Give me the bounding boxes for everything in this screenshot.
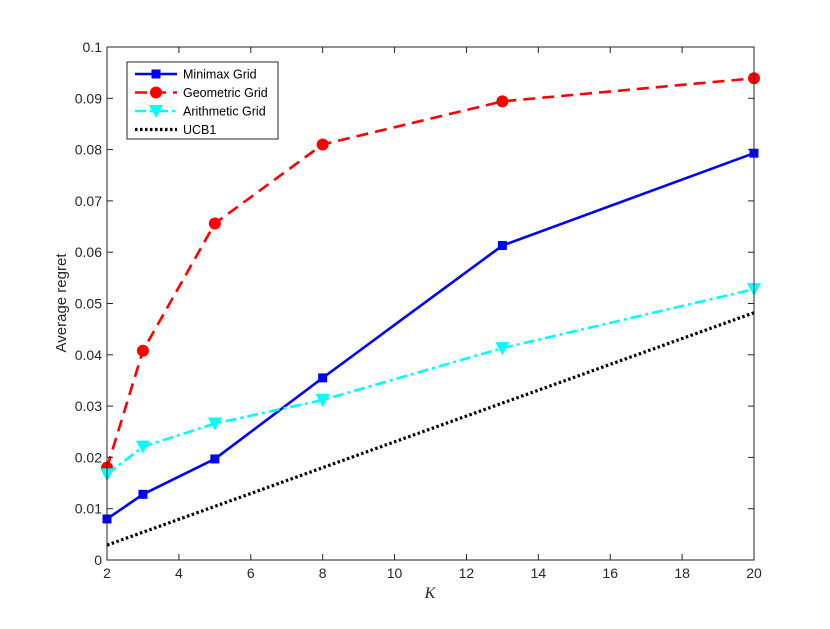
x-axis-label: K — [424, 585, 437, 602]
x-tick-label: 4 — [175, 565, 183, 581]
series-line — [106, 287, 755, 476]
ticks-layer: 2 4 6 8 10 12 14 16 18 20 0 0.01 0.02 0.03 0.04 0.05 0.0… — [75, 39, 762, 581]
y-tick-label: 0.01 — [75, 501, 102, 517]
x-tick-label: 12 — [459, 565, 475, 581]
y-axis-label: Average regret — [53, 253, 70, 353]
y-tick-label: 0 — [94, 552, 102, 568]
x-tick-label: 16 — [602, 565, 618, 581]
legend: Minimax Grid Geometric Grid Arithmetic Gri… — [126, 61, 279, 140]
data-point — [135, 440, 150, 454]
legend-item-1: Geometric Grid — [135, 86, 268, 100]
legend-marker — [150, 86, 162, 99]
series-1 — [101, 72, 760, 474]
legend-marker — [151, 69, 161, 79]
y-tick-label: 0.02 — [75, 449, 102, 465]
data-point — [136, 344, 149, 357]
legend-marker — [149, 105, 163, 118]
y-tick-label: 0.04 — [75, 347, 102, 363]
legend-label: Geometric Grid — [183, 86, 268, 100]
legend-label: Minimax Grid — [183, 68, 257, 82]
data-point — [210, 454, 220, 464]
legend-item-2: Arithmetic Grid — [135, 105, 266, 119]
data-point — [207, 417, 222, 431]
legend-item-3: UCB1 — [135, 123, 216, 137]
y-tick-label: 0.1 — [83, 39, 103, 55]
data-point — [495, 342, 510, 356]
data-point — [497, 241, 507, 251]
legend-item-0: Minimax Grid — [135, 68, 257, 82]
data-point — [496, 95, 509, 108]
y-tick-label: 0.05 — [75, 296, 102, 312]
y-tick-label: 0.08 — [75, 142, 102, 158]
y-tick-label: 0.03 — [75, 398, 102, 414]
y-tick-label: 0.07 — [75, 193, 102, 209]
x-tick-label: 6 — [247, 565, 255, 581]
y-tick-label: 0.09 — [75, 90, 102, 106]
data-point — [315, 393, 330, 407]
series-line — [105, 76, 755, 469]
x-tick-label: 14 — [531, 565, 547, 581]
y-tick-label: 0.06 — [75, 244, 102, 260]
data-point — [318, 373, 328, 383]
data-point — [316, 138, 329, 151]
data-point — [138, 489, 148, 499]
x-tick-label: 2 — [103, 565, 111, 581]
data-point — [208, 217, 221, 230]
x-tick-label: 8 — [319, 565, 327, 581]
x-tick-label: 20 — [746, 565, 762, 581]
x-tick-label: 10 — [387, 565, 403, 581]
legend-label: Arithmetic Grid — [183, 105, 266, 119]
legend-label: UCB1 — [183, 123, 216, 137]
series-layer — [100, 72, 761, 547]
series-line — [106, 151, 755, 521]
x-tick-label: 18 — [674, 565, 690, 581]
